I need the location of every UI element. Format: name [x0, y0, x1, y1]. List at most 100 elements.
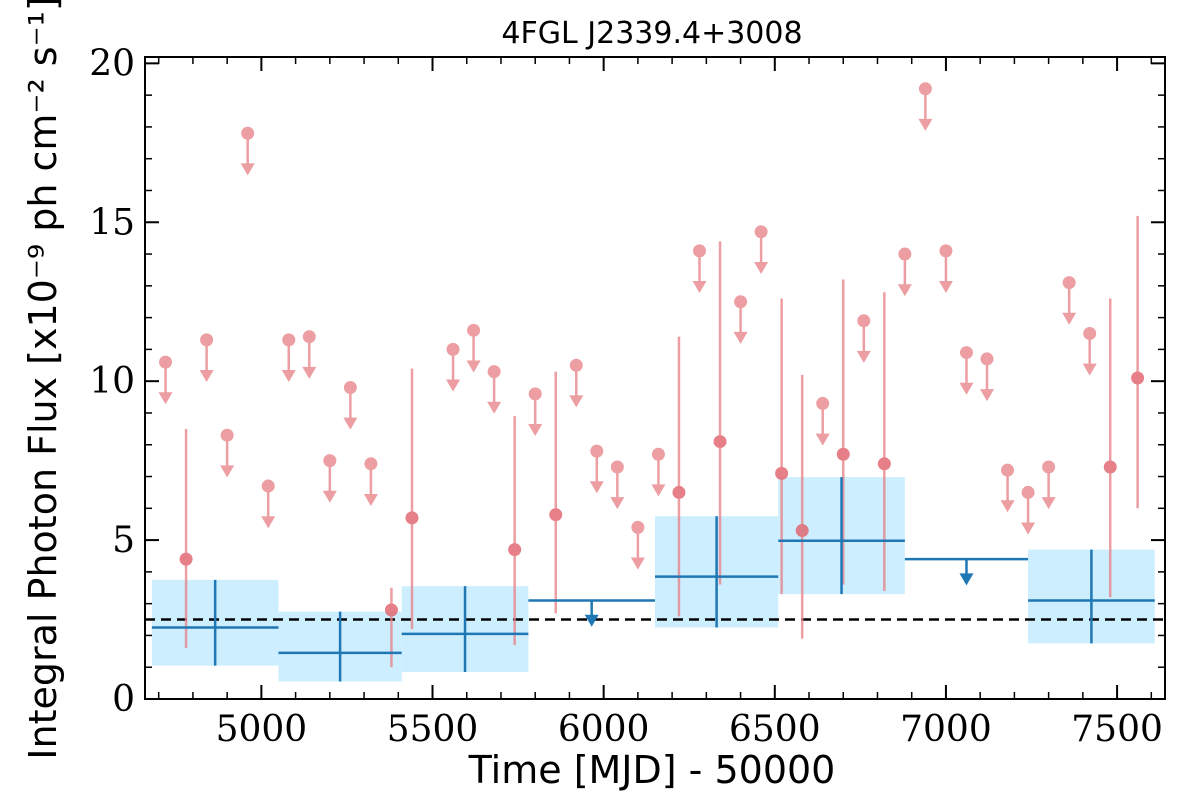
detection-marker — [836, 447, 850, 461]
long-bin-detection-4 — [778, 477, 905, 595]
long-bin-detection-2 — [401, 586, 529, 672]
detection-marker — [672, 485, 686, 499]
upper-limit-arrowhead — [220, 465, 235, 478]
short-bin-upper-limit-33 — [1082, 327, 1097, 376]
x-tick-label-0: 5000 — [216, 709, 308, 750]
upper-limit-marker — [939, 244, 953, 258]
long-bin-limit-arrowhead — [959, 573, 974, 586]
short-bin-detection-5 — [672, 336, 686, 617]
short-bin-upper-limit-8 — [343, 381, 358, 430]
upper-limit-marker — [467, 323, 481, 337]
short-bin-detection-11 — [1103, 298, 1117, 598]
long-bin-detection-0 — [151, 579, 279, 666]
upper-limit-marker — [159, 355, 173, 369]
short-bin-upper-limit-9 — [363, 457, 378, 506]
y-axis-title: Integral Photon Flux [x10⁻⁹ ph cm⁻² s⁻¹] — [21, 0, 65, 760]
short-bin-detection-4 — [549, 371, 563, 614]
detection-marker — [508, 543, 522, 557]
upper-limit-marker — [220, 428, 234, 442]
upper-limit-arrowhead — [528, 424, 543, 437]
upper-limit-arrowhead — [466, 360, 481, 373]
short-bin-upper-limit-15 — [589, 444, 604, 494]
upper-limit-marker — [631, 520, 645, 534]
upper-limit-marker — [569, 358, 583, 372]
short-bin-upper-limit-25 — [918, 82, 933, 131]
short-bin-upper-limit-14 — [569, 358, 584, 408]
y-tick-label-2: 10 — [89, 361, 135, 402]
upper-limit-arrowhead — [918, 118, 933, 131]
long-bin-limit-arrowhead — [584, 614, 599, 627]
upper-limit-arrowhead — [959, 382, 974, 395]
detection-marker — [1103, 460, 1117, 474]
upper-limit-marker — [1021, 485, 1035, 499]
upper-limit-marker — [754, 225, 768, 239]
short-bin-upper-limit-29 — [1000, 463, 1015, 513]
y-tick-label-4: 20 — [89, 43, 135, 84]
upper-limit-arrowhead — [733, 331, 748, 344]
detection-marker — [179, 552, 193, 566]
upper-limit-marker — [1001, 463, 1015, 477]
upper-limit-marker — [487, 365, 501, 379]
upper-limit-marker — [323, 454, 337, 468]
detection-marker — [795, 524, 809, 538]
detection-marker — [1131, 371, 1145, 385]
short-bin-upper-limit-31 — [1041, 460, 1056, 510]
short-bin-upper-limit-23 — [856, 314, 871, 363]
upper-limit-marker — [898, 247, 912, 261]
x-axis-ticks: 5000 5500 6000 6500 7000 7500 — [157, 57, 1163, 750]
short-bin-upper-limit-13 — [528, 387, 543, 437]
long-bin-upper-limit-1 — [904, 557, 1029, 586]
upper-limit-arrowhead — [261, 516, 276, 529]
short-bin-upper-limit-10 — [446, 342, 461, 392]
upper-limit-arrowhead — [630, 557, 645, 570]
short-bin-upper-limit-28 — [980, 352, 995, 402]
detection-marker — [877, 457, 891, 471]
short-bin-detection-12 — [1131, 215, 1145, 509]
upper-limit-marker — [610, 460, 624, 474]
upper-limit-arrowhead — [692, 281, 707, 294]
upper-limit-marker — [651, 447, 665, 461]
short-bin-detection-2 — [405, 368, 419, 630]
upper-limit-marker — [241, 126, 255, 140]
detection-marker — [405, 511, 419, 525]
upper-limit-arrowhead — [610, 497, 625, 510]
x-tick-label-3: 6500 — [729, 709, 821, 750]
upper-limit-arrowhead — [938, 281, 953, 294]
short-bin-detection-9 — [836, 279, 850, 585]
short-bin-upper-limit-2 — [220, 428, 235, 478]
short-bin-detection-0 — [179, 428, 193, 649]
short-bin-upper-limit-20 — [733, 295, 748, 344]
upper-limit-arrowhead — [1000, 500, 1015, 513]
upper-limit-marker — [816, 396, 830, 410]
short-bin-detection-7 — [775, 298, 789, 595]
plot-frame — [144, 56, 1166, 700]
short-bin-upper-limit-17 — [630, 520, 645, 570]
upper-limit-arrowhead — [240, 163, 255, 176]
short-bin-upper-limit-22 — [815, 396, 830, 446]
detection-marker — [549, 508, 563, 522]
upper-limit-marker — [1083, 327, 1097, 341]
detection-marker — [713, 435, 727, 449]
short-bin-upper-limit-4 — [261, 479, 276, 529]
upper-limit-arrowhead — [815, 433, 830, 446]
y-axis-ticks: 0 5 10 15 20 — [89, 43, 1165, 720]
upper-limit-arrowhead — [980, 389, 995, 402]
upper-limit-arrowhead — [589, 481, 604, 494]
short-bin-detection-3 — [508, 416, 522, 645]
x-tick-label-1: 5500 — [387, 709, 479, 750]
detection-marker — [775, 466, 789, 480]
upper-limit-arrowhead — [569, 395, 584, 408]
upper-limit-marker — [1062, 276, 1076, 290]
long-bin-upper-limit-0 — [528, 599, 655, 627]
upper-limit-arrowhead — [446, 379, 461, 392]
short-bin-upper-limit-1 — [199, 333, 214, 382]
upper-limit-arrowhead — [754, 261, 769, 274]
upper-limit-arrowhead — [651, 484, 666, 497]
y-tick-label-3: 15 — [89, 202, 135, 243]
short-bin-upper-limit-26 — [938, 244, 953, 294]
upper-limit-arrowhead — [343, 417, 358, 430]
short-bin-upper-limit-21 — [754, 225, 769, 274]
long-bin-detection-3 — [655, 516, 779, 628]
upper-limit-arrowhead — [1082, 363, 1097, 376]
